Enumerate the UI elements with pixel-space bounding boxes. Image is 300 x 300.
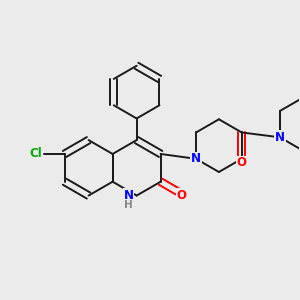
Text: N: N [275, 131, 285, 144]
Text: O: O [176, 189, 186, 202]
Text: O: O [237, 157, 247, 169]
Text: Cl: Cl [29, 148, 42, 160]
Text: N: N [124, 189, 134, 202]
Text: H: H [124, 200, 133, 211]
Text: N: N [191, 152, 201, 165]
